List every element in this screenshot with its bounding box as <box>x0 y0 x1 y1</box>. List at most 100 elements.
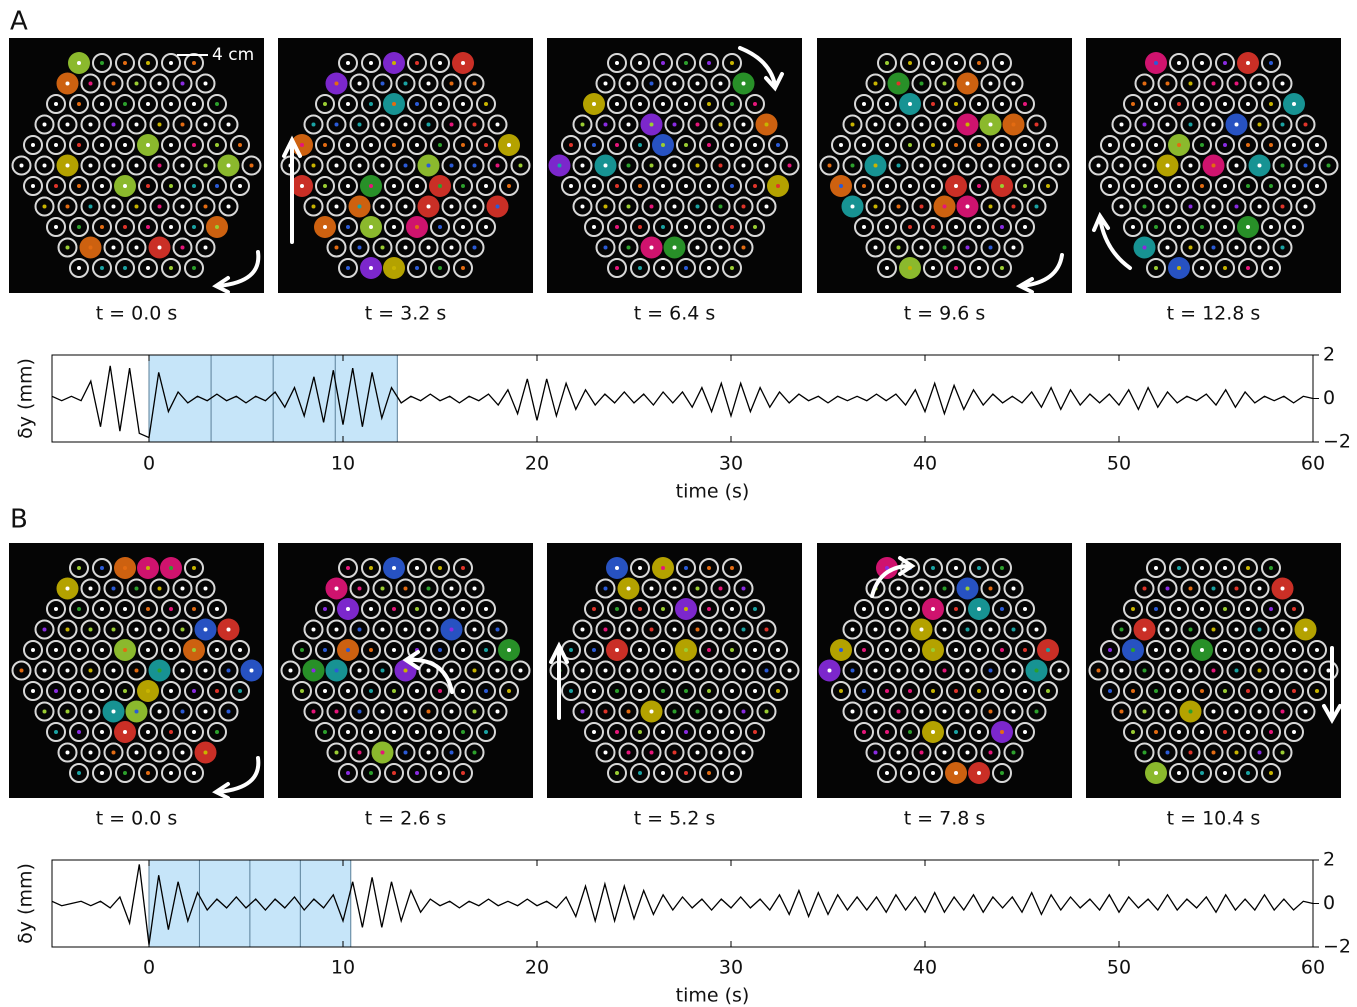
particle-dot <box>862 184 866 188</box>
particle-dot <box>323 730 327 734</box>
x-tick-label: 50 <box>1107 453 1131 475</box>
particle-dot <box>1143 628 1147 632</box>
particle-dot <box>507 143 511 147</box>
particle-dot <box>112 628 116 632</box>
particle-dot <box>592 689 596 693</box>
particle-dot <box>604 205 608 209</box>
particle-dot <box>461 730 465 734</box>
particle-dot <box>1000 184 1004 188</box>
particle-dot <box>581 628 585 632</box>
particle-dot <box>66 205 70 209</box>
particle-dot <box>123 225 127 229</box>
particle-dot <box>1223 184 1227 188</box>
particle-dot <box>1035 205 1039 209</box>
particle-dot <box>954 689 958 693</box>
particle-dot <box>77 61 81 65</box>
particle-dot <box>204 669 208 673</box>
particle-dot <box>615 648 619 652</box>
particle-dot <box>604 82 608 86</box>
particle-dot <box>638 730 642 734</box>
particle-dot <box>369 648 373 652</box>
particle-dot <box>346 184 350 188</box>
particle-dot <box>358 164 362 168</box>
particle-dot <box>1023 102 1027 106</box>
particle-dot <box>112 751 116 755</box>
particle-dot <box>707 771 711 775</box>
particle-dot <box>112 669 116 673</box>
particle-dot <box>1258 751 1262 755</box>
particle-dot <box>604 628 608 632</box>
particle-dot <box>966 751 970 755</box>
particle-dot <box>908 102 912 106</box>
particle-dot <box>1315 689 1319 693</box>
particle-dot <box>169 566 173 570</box>
particle-dot <box>638 607 642 611</box>
frame-time-label: t = 3.2 s <box>365 303 447 325</box>
particle-dot <box>885 184 889 188</box>
particle-dot <box>450 123 454 127</box>
particle-dot <box>1154 143 1158 147</box>
particle-dot <box>776 184 780 188</box>
particle-dot <box>1269 730 1273 734</box>
particle-dot <box>404 751 408 755</box>
particle-dot <box>1246 266 1250 270</box>
particle-dot <box>323 143 327 147</box>
particle-dot <box>1269 61 1273 65</box>
particle-dot <box>438 689 442 693</box>
x-tick-label: 60 <box>1301 957 1325 979</box>
particle-dot <box>123 61 127 65</box>
particle-dot <box>404 628 408 632</box>
particle-dot <box>730 566 734 570</box>
particle-dot <box>954 566 958 570</box>
particle-dot <box>885 61 889 65</box>
particle-dot <box>123 184 127 188</box>
particle-dot <box>66 123 70 127</box>
particle-dot <box>484 102 488 106</box>
particle-dot <box>496 205 500 209</box>
particle-dot <box>1166 710 1170 714</box>
particle-dot <box>369 225 373 229</box>
particle-dot <box>1154 184 1158 188</box>
particle-dot <box>392 184 396 188</box>
particle-dot <box>581 205 585 209</box>
particle-dot <box>158 587 162 591</box>
particle-dot <box>1166 82 1170 86</box>
particle-dot <box>135 628 139 632</box>
particle-dot <box>1012 246 1016 250</box>
particle-dot <box>1177 225 1181 229</box>
particle-dot <box>604 669 608 673</box>
particle-dot <box>1012 164 1016 168</box>
particle-dot <box>673 751 677 755</box>
particle-dot <box>146 607 150 611</box>
particle-dot <box>54 143 58 147</box>
particle-dot <box>1304 205 1308 209</box>
particle-dot <box>730 184 734 188</box>
particle-dot <box>438 730 442 734</box>
particle-dot <box>1046 184 1050 188</box>
particle-dot <box>312 669 316 673</box>
particle-dot <box>966 205 970 209</box>
particle-dot <box>765 205 769 209</box>
particle-dot <box>135 669 139 673</box>
particle-dot <box>438 184 442 188</box>
particle-dot <box>1315 143 1319 147</box>
particle-dot <box>335 164 339 168</box>
particle-dot <box>404 82 408 86</box>
particle-dot <box>581 123 585 127</box>
particle-dot <box>696 628 700 632</box>
particle-dot <box>146 566 150 570</box>
video-frame <box>817 543 1072 798</box>
particle-dot <box>851 669 855 673</box>
particle-dot <box>496 628 500 632</box>
particle-dot <box>66 628 70 632</box>
particle-dot <box>473 587 477 591</box>
particle-dot <box>1235 710 1239 714</box>
particle-dot <box>920 164 924 168</box>
particle-dot <box>369 607 373 611</box>
particle-dot <box>1035 710 1039 714</box>
particle-dot <box>989 587 993 591</box>
particle-dot <box>1200 607 1204 611</box>
particle-dot <box>592 648 596 652</box>
particle-dot <box>1131 143 1135 147</box>
particle-dot <box>169 184 173 188</box>
